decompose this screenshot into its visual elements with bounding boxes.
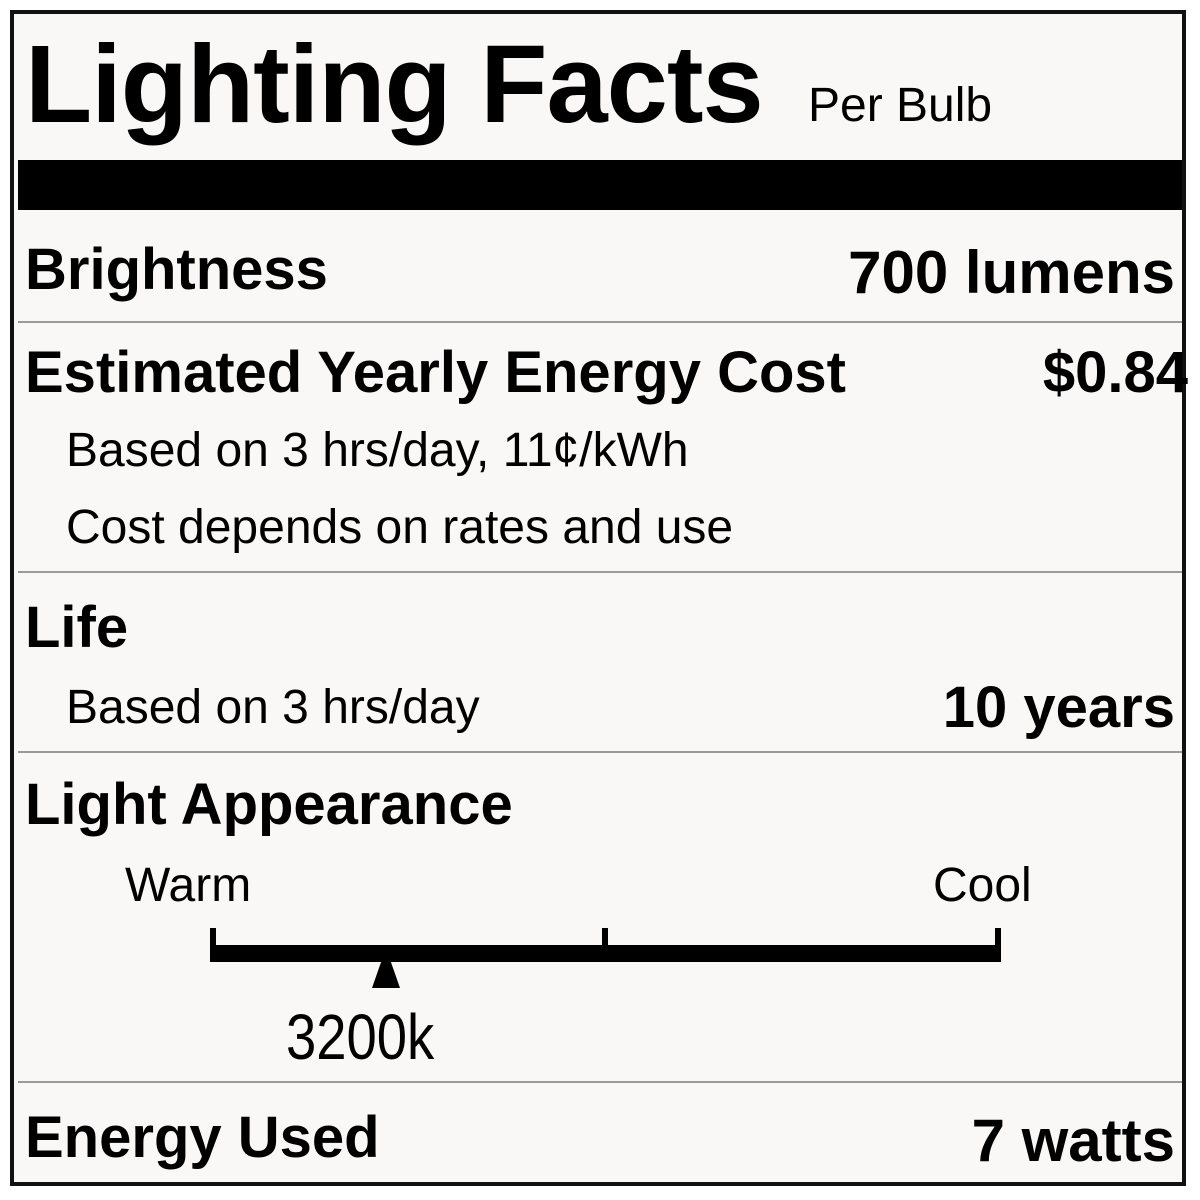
- light-appearance-label: Light Appearance: [25, 772, 513, 837]
- subtitle: Per Bulb: [808, 79, 993, 132]
- cool-label: Cool: [933, 859, 1032, 912]
- energy-used-label: Energy Used: [25, 1105, 380, 1170]
- life-value: 10 years: [942, 675, 1175, 740]
- life-label: Life: [25, 595, 129, 660]
- scale-tick: [995, 928, 1001, 948]
- scale-marker-triangle: [371, 948, 400, 988]
- divider: [18, 1081, 1182, 1083]
- life-note: Based on 3 hrs/day: [66, 681, 480, 734]
- energy-cost-label: Estimated Yearly Energy Cost: [25, 340, 846, 405]
- energy-used-value: 7 watts: [971, 1107, 1175, 1174]
- scale-tick: [210, 928, 216, 948]
- brightness-label: Brightness: [25, 237, 328, 302]
- color-temperature-scale: [210, 945, 1001, 962]
- energy-cost-note-1: Based on 3 hrs/day, 11¢/kWh: [66, 424, 689, 477]
- divider: [18, 321, 1182, 323]
- title: Lighting Facts: [25, 23, 764, 146]
- energy-cost-value: $0.84: [1042, 340, 1188, 405]
- divider: [18, 751, 1182, 753]
- brightness-value: 700 lumens: [848, 239, 1175, 306]
- color-temperature-value: 3200k: [286, 1001, 435, 1073]
- warm-label: Warm: [125, 859, 252, 912]
- energy-cost-note-2: Cost depends on rates and use: [66, 501, 734, 554]
- scale-tick: [602, 928, 608, 948]
- header-bar: [18, 160, 1182, 210]
- divider: [18, 571, 1182, 573]
